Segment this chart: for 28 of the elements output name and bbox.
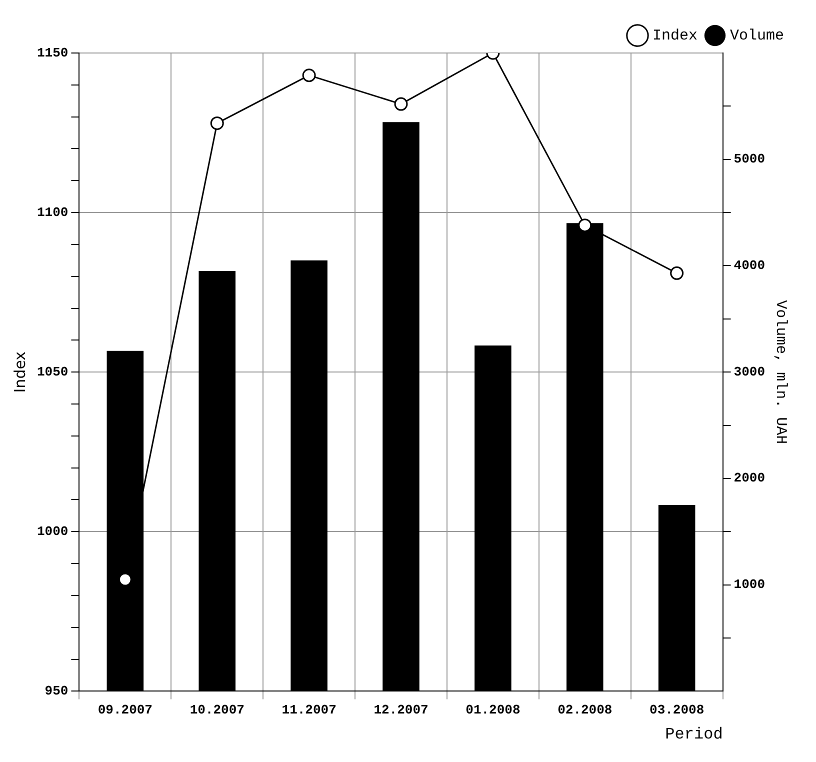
point bbox=[394, 97, 408, 111]
legend-label: Volume bbox=[730, 27, 784, 44]
y2-tick-label: 5000 bbox=[734, 152, 766, 167]
y2-axis-title: Volume, mln. UAH bbox=[772, 300, 790, 444]
point bbox=[210, 116, 224, 130]
y-tick-label: 1050 bbox=[36, 364, 68, 380]
x-tick-label: 12.2007 bbox=[374, 702, 428, 718]
legend-label: Index bbox=[652, 27, 698, 44]
y-tick-label: 1150 bbox=[36, 45, 68, 60]
x-tick-label: 09.2007 bbox=[98, 702, 152, 718]
y-tick-label: 1100 bbox=[36, 204, 68, 220]
x-axis-title: Period bbox=[665, 726, 723, 744]
point bbox=[578, 218, 592, 232]
y-tick-label: 950 bbox=[44, 683, 68, 698]
y-axis-title: Index bbox=[10, 351, 29, 393]
y2-tick-label: 2000 bbox=[734, 470, 766, 486]
y-tick-label: 1000 bbox=[36, 524, 68, 539]
x-tick-label: 03.2008 bbox=[650, 702, 704, 718]
x-tick-label: 02.2008 bbox=[558, 702, 612, 718]
y2-tick-label: 3000 bbox=[734, 364, 766, 380]
point bbox=[670, 266, 684, 280]
point bbox=[118, 572, 132, 586]
y2-tick-label: 4000 bbox=[734, 258, 766, 274]
x-tick-label: 01.2008 bbox=[466, 702, 520, 718]
point bbox=[302, 68, 316, 82]
x-tick-label: 10.2007 bbox=[190, 702, 244, 718]
y2-tick-label: 1000 bbox=[734, 577, 766, 592]
x-tick-label: 11.2007 bbox=[282, 702, 336, 718]
